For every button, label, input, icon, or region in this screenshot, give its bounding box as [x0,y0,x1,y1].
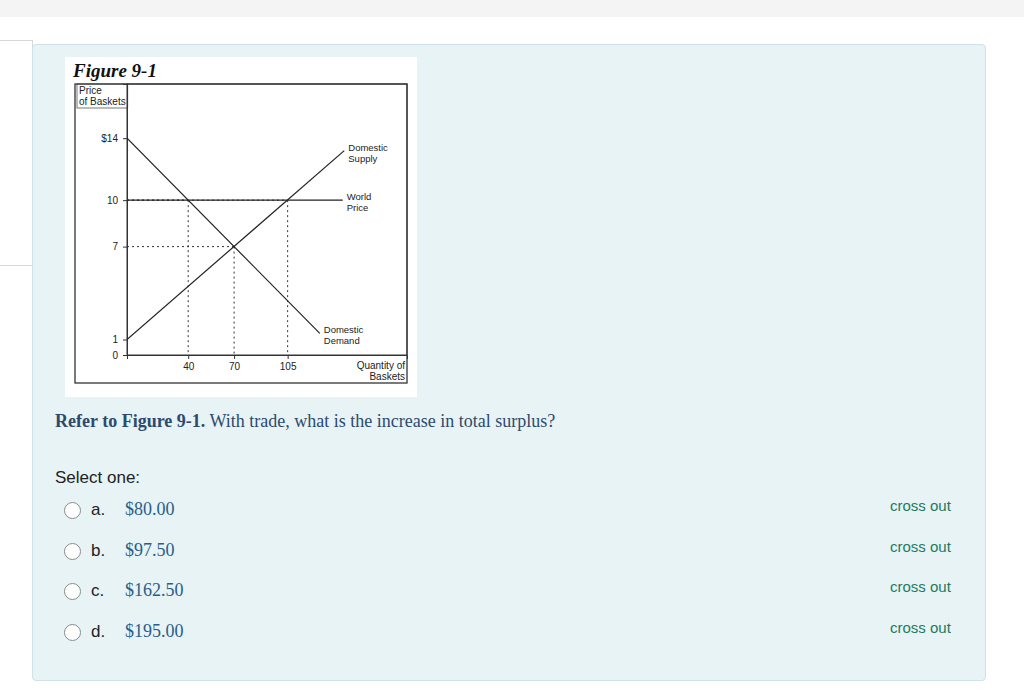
series-line [127,200,343,201]
figure: Figure 9-1407010501710$14Priceof Baskets… [65,57,417,397]
plot-frame [127,84,407,355]
y-axis-title: Priceof Baskets [79,85,126,107]
series-label-line: Domestic [324,324,364,335]
series-label-line: Domestic [348,142,388,153]
question-prompt-text: With trade, what is the increase in tota… [209,411,555,431]
x-axis: 40 70 105 [128,355,408,372]
y-tick-mark [123,355,127,356]
series-label-line: World [347,191,372,202]
option-letter: b. [91,541,105,561]
x-axis-title: Quantity ofBaskets [357,360,406,382]
cross-out-link[interactable]: cross out [890,497,951,514]
chart-title: Figure 9-1 [72,60,157,81]
x-tick-mark [234,355,235,359]
x-tick-mark [288,355,289,359]
option-text[interactable]: $97.50 [125,540,175,561]
question-prompt-bold: Refer to Figure 9-1. [55,411,205,431]
figure-background [65,57,417,397]
series-label-line: Price [347,202,369,213]
x-axis-line [128,356,408,360]
y-tick: 10 [107,195,127,206]
y-tick-mark [123,340,127,341]
guide-vertical [287,200,288,355]
radio-button[interactable] [64,583,81,600]
x-axis-title-line: Baskets [369,371,405,382]
series-label-line: Supply [348,153,377,164]
top-bar [0,0,1024,17]
series-line [127,151,344,340]
y-tick: 7 [112,241,127,252]
x-tick-label: 70 [229,361,241,372]
y-tick-label: 7 [112,241,118,252]
series-label: DomesticSupply [348,142,388,164]
option-text[interactable]: $162.50 [125,580,184,601]
x-tick-label: 105 [280,361,297,372]
x-axis-title-line: Quantity of [357,360,406,371]
option-letter: a. [91,500,105,520]
y-tick-label: 10 [107,195,119,206]
y-tick-label: 1 [112,334,118,345]
guide-vertical [188,200,189,355]
cross-out-link[interactable]: cross out [890,578,951,595]
y-tick: 1 [112,334,127,345]
y-tick-mark [123,247,127,248]
x-tick: 40 [183,355,195,372]
option-text[interactable]: $80.00 [125,499,175,520]
option-letter: d. [91,622,105,642]
y-tick: 0 [112,350,127,361]
cross-out-link[interactable]: cross out [890,538,951,555]
guide-horizontal [127,246,234,247]
side-panel [0,40,33,266]
plot-data [127,138,344,355]
series-line [127,138,320,333]
y-axis-title-box [77,84,128,108]
series-label: WorldPrice [347,191,372,213]
y-axis-line [123,85,128,356]
guide-vertical [234,247,235,355]
series-label: DomesticDemand [324,324,364,346]
y-tick: $14 [101,133,127,144]
x-tick-label: 40 [183,361,195,372]
option-letter: c. [91,581,104,601]
radio-button[interactable] [64,502,81,519]
y-tick-mark [123,138,127,139]
radio-button[interactable] [64,543,81,560]
x-tick-mark [188,355,189,359]
x-tick: 70 [229,355,241,372]
y-axis-title-line: of Baskets [79,96,126,107]
y-tick-label: $14 [101,133,118,144]
y-axis: 0 1 7 10 $14 [101,85,127,361]
x-tick: 105 [280,355,297,372]
instruction: Select one: [55,468,140,488]
series-label-line: Demand [324,335,360,346]
question-prompt: Refer to Figure 9-1. With trade, what is… [55,411,555,432]
y-tick-label: 0 [112,350,118,361]
frame [75,84,407,383]
y-axis-title-line: Price [79,85,102,96]
cross-out-link[interactable]: cross out [890,619,951,636]
option-text[interactable]: $195.00 [125,621,184,642]
radio-button[interactable] [64,624,81,641]
y-tick-mark [123,200,127,201]
